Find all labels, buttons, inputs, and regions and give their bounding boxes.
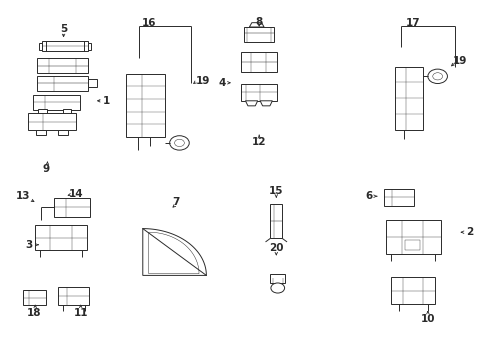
Text: 16: 16 xyxy=(142,18,156,28)
Polygon shape xyxy=(245,101,257,106)
Text: 8: 8 xyxy=(255,17,262,27)
Circle shape xyxy=(174,139,184,147)
Circle shape xyxy=(432,73,442,80)
Bar xyxy=(54,198,90,217)
Bar xyxy=(88,79,97,87)
Bar xyxy=(404,240,419,250)
Text: 2: 2 xyxy=(465,227,472,237)
Bar xyxy=(36,130,46,135)
Text: 15: 15 xyxy=(268,186,283,196)
Text: 7: 7 xyxy=(172,197,180,207)
Bar xyxy=(394,67,423,130)
Bar xyxy=(270,274,285,283)
Bar xyxy=(390,277,434,304)
Bar xyxy=(38,109,47,114)
Bar xyxy=(58,287,89,305)
Bar xyxy=(62,109,71,114)
Text: 13: 13 xyxy=(16,191,31,201)
Bar xyxy=(126,74,165,137)
Text: 19: 19 xyxy=(451,56,466,66)
Bar xyxy=(384,189,413,206)
Text: 3: 3 xyxy=(26,240,33,250)
Bar xyxy=(386,220,440,254)
Bar xyxy=(35,225,86,250)
Text: 4: 4 xyxy=(218,78,226,88)
Text: 17: 17 xyxy=(405,18,420,28)
Polygon shape xyxy=(142,229,206,275)
Bar xyxy=(37,76,88,91)
Bar xyxy=(240,52,277,72)
Bar xyxy=(244,27,273,42)
Circle shape xyxy=(270,283,284,293)
Bar xyxy=(37,58,88,73)
Bar xyxy=(88,43,91,50)
Circle shape xyxy=(169,136,189,150)
Text: 9: 9 xyxy=(43,164,50,174)
Polygon shape xyxy=(260,101,272,106)
Text: 10: 10 xyxy=(420,314,434,324)
Text: 6: 6 xyxy=(365,191,372,201)
Text: 18: 18 xyxy=(27,308,41,318)
Bar xyxy=(23,290,46,305)
Bar xyxy=(28,113,76,130)
Bar xyxy=(240,84,277,101)
Bar xyxy=(33,95,80,110)
Bar xyxy=(270,204,282,238)
Circle shape xyxy=(427,69,447,84)
Text: 20: 20 xyxy=(268,243,283,253)
Bar xyxy=(58,130,68,135)
Text: 1: 1 xyxy=(103,96,110,106)
Text: 5: 5 xyxy=(60,24,67,34)
Polygon shape xyxy=(148,232,199,274)
Text: 19: 19 xyxy=(195,76,210,86)
Bar xyxy=(39,43,41,50)
Text: 14: 14 xyxy=(68,189,83,199)
Polygon shape xyxy=(249,23,264,27)
Text: 12: 12 xyxy=(251,137,266,147)
Text: 11: 11 xyxy=(73,308,88,318)
Bar xyxy=(41,41,88,51)
